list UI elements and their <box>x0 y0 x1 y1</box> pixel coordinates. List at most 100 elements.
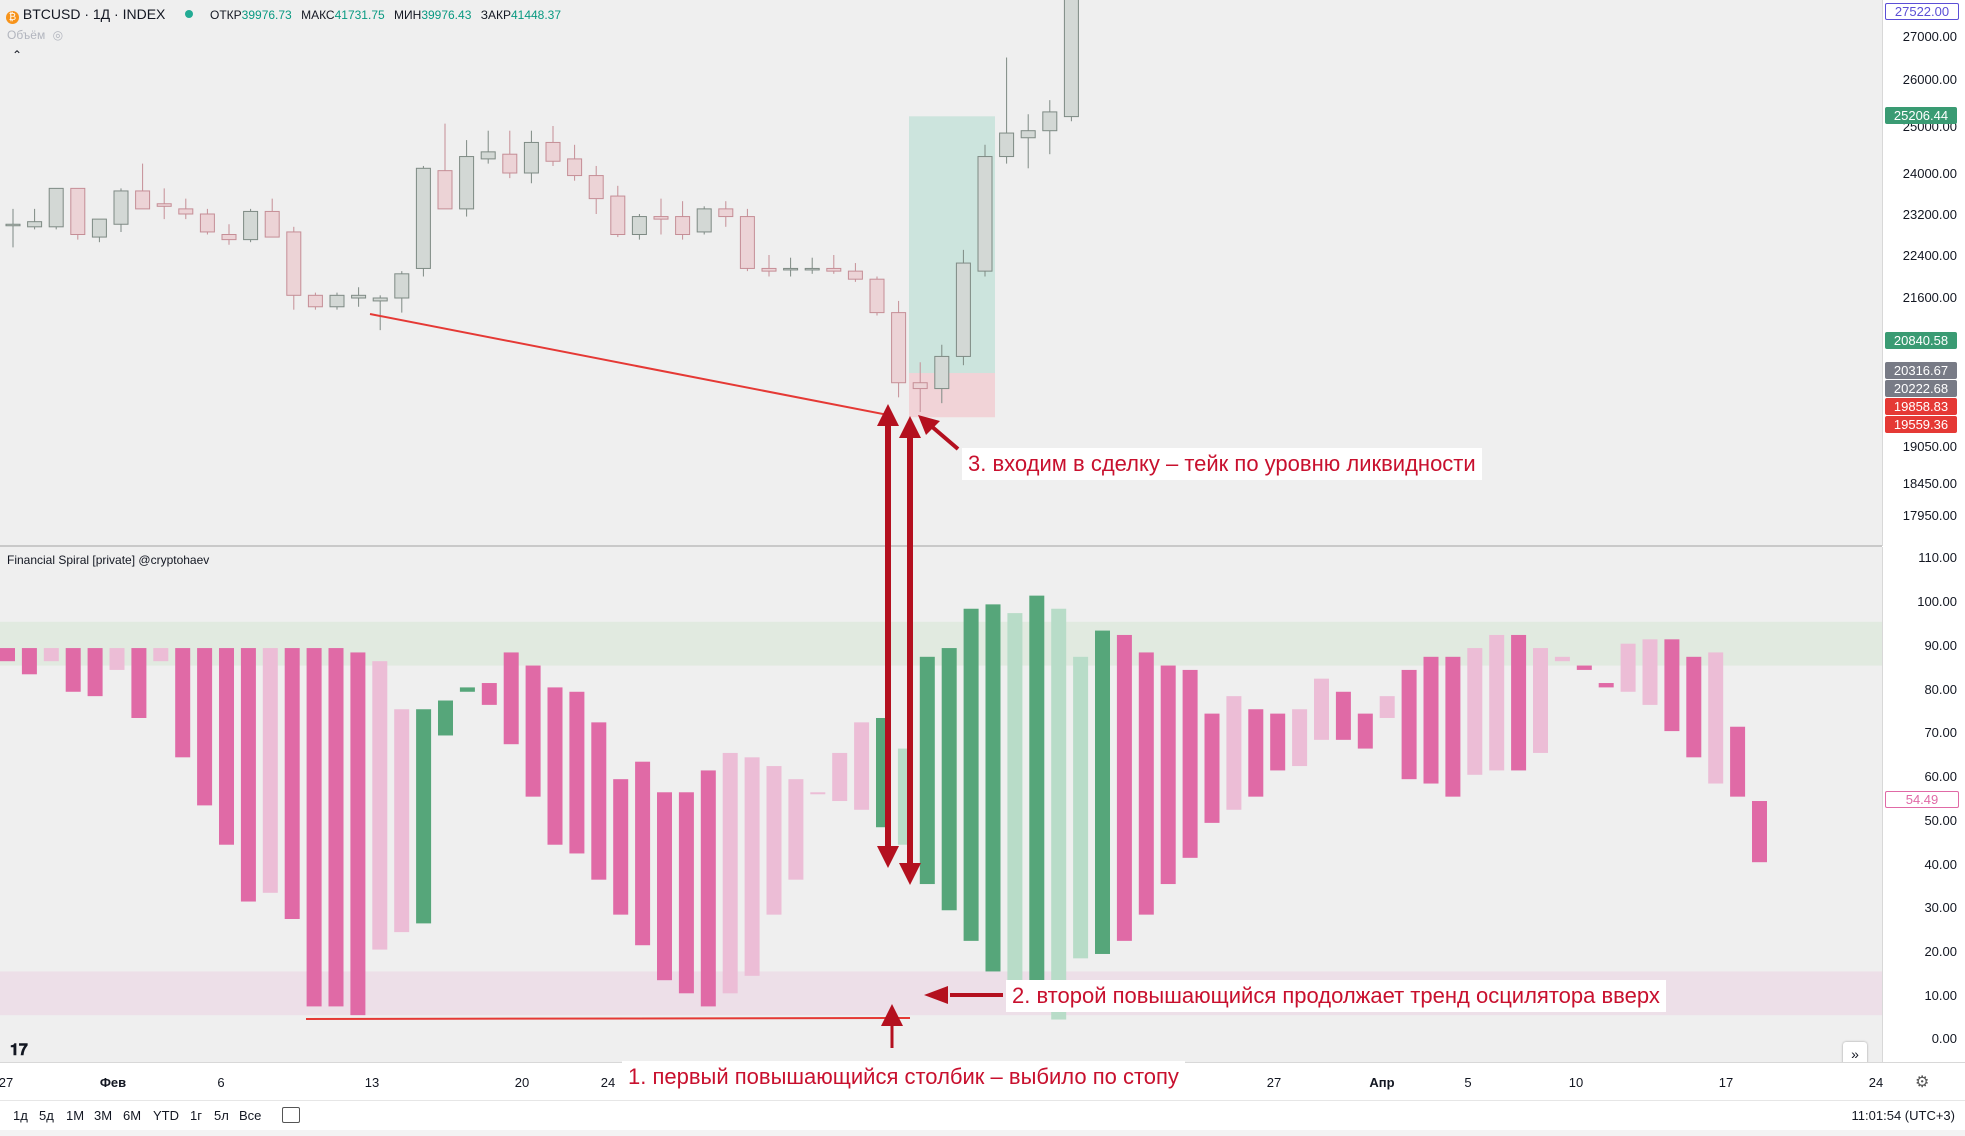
time-label: 20 <box>514 1075 530 1090</box>
price-tick: 17950.00 <box>1902 508 1957 523</box>
timeframe-all[interactable]: Все <box>239 1108 262 1123</box>
price-tick: 23200.00 <box>1902 207 1957 222</box>
oscillator-bar <box>219 648 234 845</box>
oscillator-bar <box>1029 595 1045 1007</box>
collapse-legend-button[interactable]: ⌃ <box>12 48 23 62</box>
timeframe-1m[interactable]: 1М <box>66 1108 85 1123</box>
clock[interactable]: 11:01:54 (UTC+3) <box>1851 1108 1955 1123</box>
oscillator-bar <box>306 648 322 1007</box>
volume-legend[interactable]: Объём ◎ <box>7 28 63 42</box>
osc-tick: 40.00 <box>1924 857 1957 872</box>
oscillator-bar <box>262 648 278 893</box>
high-label: МАКС <box>301 8 335 22</box>
oscillator-bar <box>1204 713 1220 823</box>
price-tag-stop-2: 19559.36 <box>1885 416 1957 433</box>
oscillator-bar <box>1095 630 1110 954</box>
timeframe-6m[interactable]: 6М <box>123 1108 142 1123</box>
oscillator-bar <box>1752 801 1767 863</box>
oscillator-bar <box>854 722 870 810</box>
oscillator-bar <box>722 752 738 994</box>
close-label: ЗАКР <box>480 8 511 22</box>
oscillator-bar <box>1116 634 1132 941</box>
candle-body <box>243 210 259 241</box>
candle-body <box>91 218 107 238</box>
price-axis[interactable] <box>1882 0 1965 546</box>
arrow-head-1-up <box>877 404 899 426</box>
oscillator-bar <box>1576 665 1592 670</box>
candle-body <box>221 234 237 241</box>
oscillator-bar <box>1335 691 1351 740</box>
time-label: 10 <box>1568 1075 1584 1090</box>
oscillator-bar <box>328 648 344 1007</box>
oscillator-bar <box>613 779 629 915</box>
oscillator-bar <box>1007 613 1023 1003</box>
timeframe-1d[interactable]: 1д <box>13 1108 28 1123</box>
osc-tick: 70.00 <box>1924 725 1957 740</box>
goto-date-icon[interactable] <box>282 1107 300 1123</box>
oscillator-bar <box>810 792 826 795</box>
oscillator-bar <box>1467 648 1483 775</box>
time-label: Апр <box>1369 1075 1395 1090</box>
candle-body <box>588 175 604 200</box>
time-label: Фев <box>99 1075 127 1090</box>
candle-body <box>999 132 1015 158</box>
osc-tick: 20.00 <box>1924 944 1957 959</box>
oscillator-bar <box>985 604 1001 972</box>
oscillator-bar <box>284 648 300 920</box>
candle-body <box>739 216 755 269</box>
high-value: 41731.75 <box>334 8 385 22</box>
timeframe-5y[interactable]: 5л <box>214 1108 229 1123</box>
candle-body <box>178 208 194 215</box>
timeframe-ytd[interactable]: YTD <box>153 1108 179 1123</box>
oscillator-bar <box>1379 696 1395 718</box>
oscillator-bar <box>372 661 388 950</box>
indicator-title: Financial Spiral [private] @cryptohaev <box>7 553 210 567</box>
time-axis-settings-icon[interactable]: ⚙ <box>1915 1074 1930 1091</box>
price-tick: 19050.00 <box>1902 439 1957 454</box>
candle-body <box>761 267 777 272</box>
candle-body <box>891 312 907 384</box>
time-label: 27 <box>0 1075 14 1090</box>
candle-body <box>934 355 950 390</box>
arrow-head-2-up <box>899 416 921 438</box>
oscillator-bar <box>1489 634 1505 771</box>
candle-body <box>826 267 842 272</box>
candle-body <box>1020 130 1036 139</box>
pane-separator[interactable] <box>0 545 1882 547</box>
oscillator-bar <box>459 687 475 692</box>
ohlc-values: ОТКР39976.73 МАКС41731.75 МИН39976.43 ЗА… <box>210 8 561 22</box>
candle-body <box>394 273 410 299</box>
oscillator-bar <box>1445 656 1461 797</box>
oscillator-bar <box>744 757 760 976</box>
price-tick: 18450.00 <box>1902 476 1957 491</box>
candle-body <box>480 151 496 160</box>
candle-body <box>631 216 647 235</box>
open-value: 39976.73 <box>241 8 292 22</box>
annotation-3: 3. входим в сделку – тейк по уровню ликв… <box>962 448 1482 480</box>
oscillator-bar <box>1160 665 1176 885</box>
oscillator-bar <box>678 792 694 994</box>
candle-body <box>415 167 431 269</box>
oscillator-bar <box>1511 634 1527 771</box>
arrow-head-5 <box>881 1004 903 1026</box>
osc-tick: 80.00 <box>1924 682 1957 697</box>
indicator-legend[interactable]: Financial Spiral [private] @cryptohaev <box>7 553 209 567</box>
timeframe-3m[interactable]: 3М <box>94 1108 113 1123</box>
liquidity-trendline <box>369 313 894 417</box>
oscillator-bar <box>1686 656 1702 758</box>
oscillator-axis[interactable] <box>1882 547 1965 1077</box>
eye-slash-icon[interactable]: ◎ <box>52 28 64 42</box>
tradingview-logo[interactable]: 𝟏𝟕 <box>10 1040 28 1059</box>
arrow-shaft-3 <box>928 423 960 451</box>
timeframe-5d[interactable]: 5д <box>39 1108 54 1123</box>
symbol-header[interactable]: ₿ BTCUSD · 1Д · INDEX <box>6 6 199 24</box>
candle-body <box>329 294 345 308</box>
candle-body <box>977 156 993 272</box>
oscillator-bar <box>350 652 366 1016</box>
time-label: 24 <box>600 1075 616 1090</box>
candle-body <box>718 208 734 218</box>
volume-label: Объём <box>7 28 46 42</box>
timeframe-1y[interactable]: 1г <box>190 1108 202 1123</box>
oscillator-low-line <box>305 1017 911 1020</box>
candle-body <box>199 213 215 233</box>
